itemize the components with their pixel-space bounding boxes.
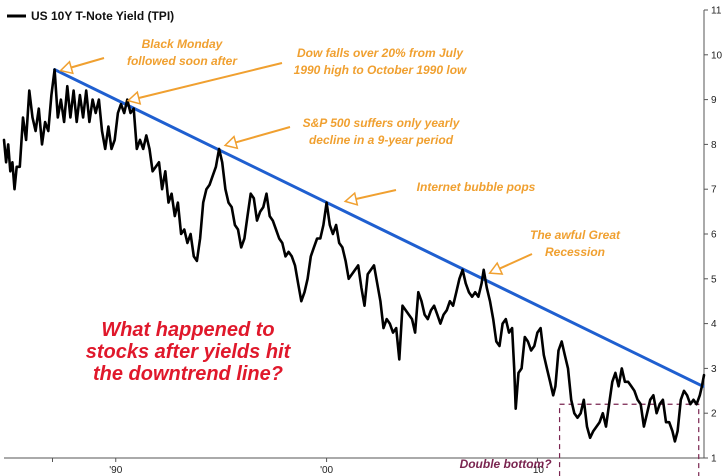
annotation-text: Dow falls over 20% from July — [297, 46, 464, 60]
y-tick-label: 2 — [711, 409, 717, 420]
trendline-layer — [53, 68, 705, 388]
annotation-text: followed soon after — [127, 54, 238, 68]
double-bottom-box: Double bottom? — [460, 403, 700, 476]
annotation-arrow-shaft — [355, 189, 397, 200]
axes: 1 2 3 4 5 6 7 8 9 10 11 '90 '00 '10 — [4, 6, 723, 476]
highlight-label: Double bottom? — [460, 457, 553, 471]
y-tick-label: 5 — [711, 274, 717, 285]
annotation-text: S&P 500 suffers only yearly — [303, 116, 461, 130]
y-tick-label: 10 — [711, 50, 723, 61]
annotation-arrow-head — [126, 90, 142, 105]
x-tick-label: '10 — [531, 465, 544, 476]
annotation-text: The awful Great — [530, 228, 621, 242]
annotation-text: Internet bubble pops — [417, 180, 536, 194]
y-tick-label: 1 — [711, 454, 717, 465]
annotation-arrows — [59, 57, 533, 275]
question-text: the downtrend line? — [93, 363, 283, 385]
legend: US 10Y T-Note Yield (TPI) — [7, 9, 174, 23]
annotation-text: Recession — [545, 245, 605, 259]
annotation-arrow-head — [223, 135, 239, 150]
chart-text: Black Monday followed soon after Dow falls… — [86, 37, 621, 385]
annotation-arrow-shaft — [70, 57, 105, 69]
y-tick-label: 9 — [711, 95, 717, 106]
y-tick-label: 3 — [711, 364, 717, 375]
y-tick-label: 7 — [711, 185, 717, 196]
y-tick-label: 11 — [711, 6, 722, 17]
y-tick-label: 6 — [711, 230, 717, 241]
series-layer — [2, 68, 706, 443]
annotation-text: 1990 high to October 1990 low — [294, 63, 467, 77]
question-text: stocks after yields hit — [86, 341, 292, 363]
annotation-text: Black Monday — [142, 37, 224, 51]
annotation-arrow-shaft — [138, 62, 283, 99]
question-text: What happened to — [101, 319, 274, 341]
x-tick-label: '00 — [320, 465, 333, 476]
y-tick-label: 4 — [711, 319, 717, 330]
legend-label: US 10Y T-Note Yield (TPI) — [31, 9, 174, 23]
annotation-arrow-head — [488, 261, 504, 275]
annotation-text: decline in a 9-year period — [309, 133, 454, 147]
x-tick-label: '90 — [109, 465, 122, 476]
annotation-arrow-shaft — [499, 253, 533, 270]
annotation-arrow-shaft — [235, 126, 291, 144]
yield-series-line — [2, 68, 706, 443]
annotation-arrow-head — [59, 60, 74, 75]
annotation-arrow-head — [343, 191, 359, 206]
downtrend-line — [53, 68, 705, 388]
y-tick-label: 8 — [711, 140, 717, 151]
